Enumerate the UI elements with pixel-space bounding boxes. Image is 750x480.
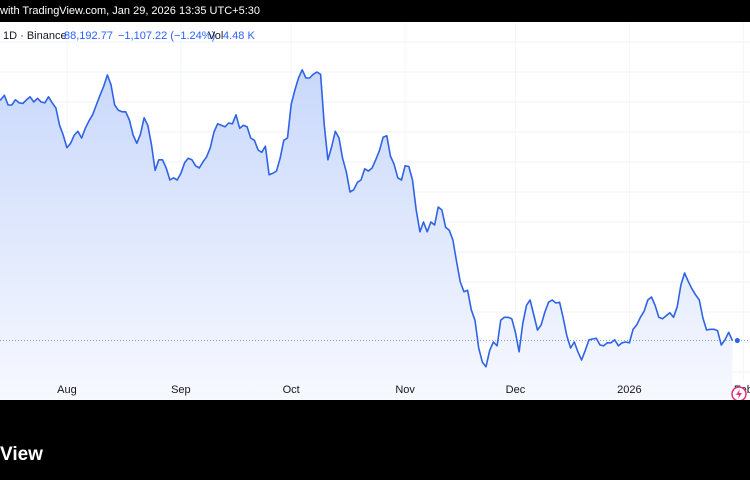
legend-last: 88,192.77 — [64, 30, 113, 42]
x-tick-label: Aug — [57, 384, 77, 396]
x-tick-label: Sep — [171, 384, 191, 396]
x-tick-label: 2026 — [617, 384, 641, 396]
last-point — [734, 338, 740, 344]
legend-symbol: 1D · Binance — [3, 30, 67, 42]
icon-bolt — [736, 389, 742, 399]
legend-vol: 4.48 K — [223, 30, 255, 42]
x-tick-label: Nov — [395, 384, 415, 396]
plot — [0, 22, 750, 403]
legend-change: −1,107.22 (−1.24%) — [118, 30, 215, 42]
area — [0, 69, 733, 402]
x-tick-label: Oct — [283, 384, 300, 396]
bottom-bar — [0, 400, 750, 480]
caption: with TradingView.com, Jan 29, 2026 13:35… — [0, 5, 260, 17]
x-tick-label: Dec — [506, 384, 526, 396]
brand: View — [0, 444, 43, 465]
top-bar — [0, 0, 750, 22]
price-line — [0, 69, 734, 368]
legend-vol-label: Vol — [208, 30, 223, 42]
